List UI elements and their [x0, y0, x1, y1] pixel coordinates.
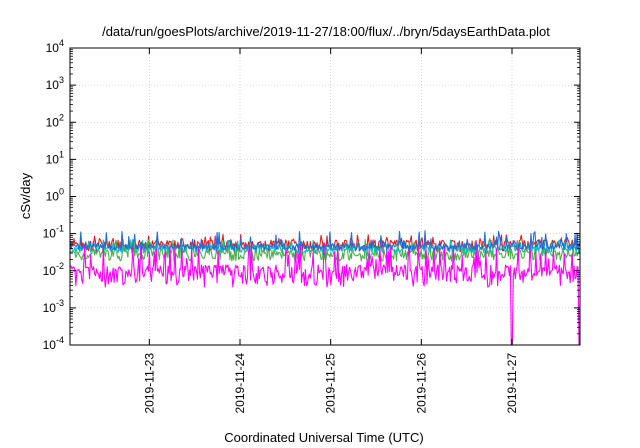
y-tick-base: 10 — [43, 301, 57, 315]
y-tick-base: 10 — [46, 41, 60, 55]
axis-ticks — [70, 47, 580, 346]
y-tick-base: 10 — [46, 115, 60, 129]
y-tick-exponent: -3 — [56, 298, 64, 308]
x-tick-label: 2019-11-27 — [505, 353, 519, 414]
y-tick-exponent: -1 — [56, 224, 64, 234]
y-tick-label: 10-1 — [43, 224, 64, 241]
y-axis-label: cSv/day — [18, 172, 33, 219]
y-tick-base: 10 — [43, 227, 57, 241]
y-tick-label: 10-4 — [43, 335, 64, 352]
x-tick-labels: 2019-11-23 2019-11-24 2019-11-25 2019-11-26… — [142, 353, 519, 414]
y-tick-exponent: 4 — [59, 38, 64, 48]
series-line — [69, 241, 580, 346]
y-tick-exponent: 0 — [59, 187, 64, 197]
chart-title: /data/run/goesPlots/archive/2019-11-27/1… — [102, 24, 550, 39]
y-tick-label: 101 — [46, 149, 64, 166]
series-line — [69, 230, 581, 251]
y-tick-base: 10 — [46, 152, 60, 166]
x-tick-label: 2019-11-23 — [142, 353, 156, 414]
series-layer — [69, 230, 581, 346]
x-tick-label: 2019-11-26 — [414, 353, 428, 414]
y-tick-label: 102 — [46, 112, 64, 129]
y-tick-exponent: 3 — [59, 75, 64, 85]
plot-grid — [70, 48, 580, 345]
y-tick-base: 10 — [46, 78, 60, 92]
y-tick-exponent: 2 — [59, 112, 64, 122]
y-tick-exponent: 1 — [59, 149, 64, 159]
y-tick-label: 10-3 — [43, 298, 64, 315]
y-tick-exponent: -2 — [56, 261, 64, 271]
y-tick-label: 104 — [46, 38, 64, 55]
x-tick-label: 2019-11-24 — [233, 353, 247, 414]
x-axis-label: Coordinated Universal Time (UTC) — [224, 430, 423, 445]
y-tick-exponent: -4 — [56, 335, 64, 345]
y-tick-base: 10 — [46, 190, 60, 204]
y-tick-label: 103 — [46, 75, 64, 92]
y-tick-base: 10 — [43, 264, 57, 278]
x-tick-label: 2019-11-25 — [324, 353, 338, 414]
y-tick-base: 10 — [43, 338, 57, 352]
y-tick-label: 10-2 — [43, 261, 64, 278]
y-tick-label: 100 — [46, 187, 64, 204]
